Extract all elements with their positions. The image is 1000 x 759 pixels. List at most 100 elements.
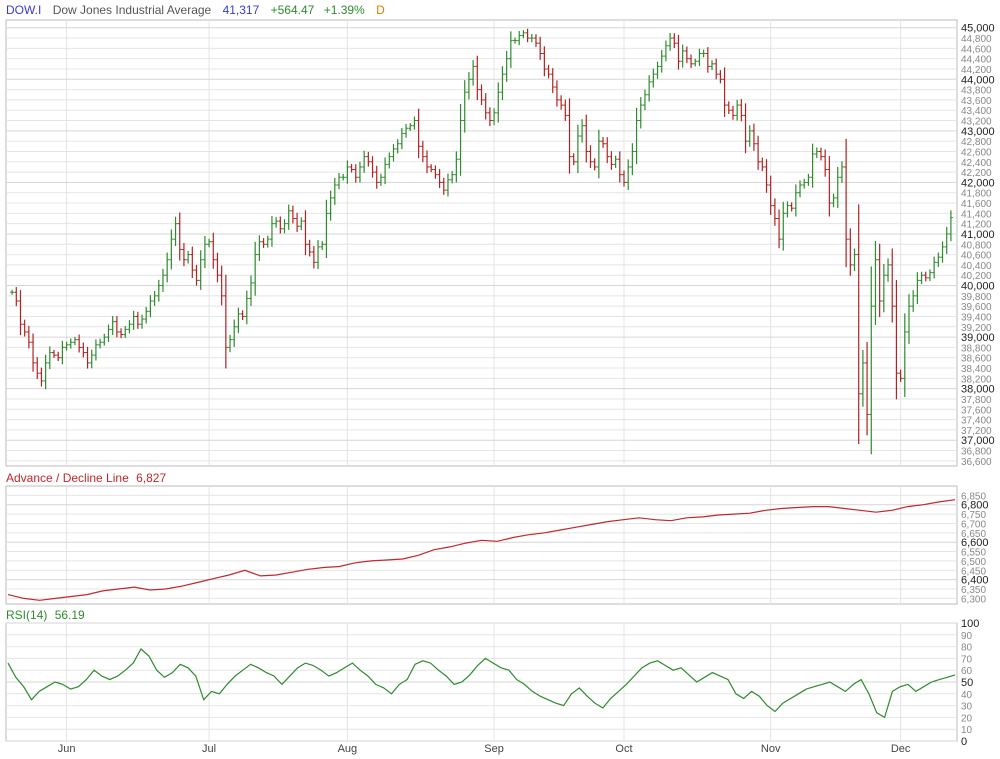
ohlc-bar <box>328 190 333 221</box>
ohlc-bar <box>898 369 903 382</box>
x-tick-label: Nov <box>761 743 781 755</box>
y-tick-label: 6,450 <box>961 566 986 577</box>
ohlc-bar <box>689 54 694 69</box>
ohlc-bar <box>886 258 891 282</box>
ohlc-bar <box>592 158 597 171</box>
ohlc-bar <box>22 319 27 337</box>
y-tick-label: 6,300 <box>961 594 986 605</box>
ohlc-bar <box>173 216 178 247</box>
ohlc-bar <box>621 170 626 187</box>
ohlc-bar <box>525 28 530 43</box>
svg-text:DOW.I Dow Jones Industrial: DOW.I Dow Jones Industrial Average 41,31… <box>6 3 385 17</box>
ohlc-bar <box>458 103 463 176</box>
ohlc-bar <box>881 263 886 313</box>
price-change-pct: +1.39% <box>324 3 365 17</box>
ohlc-bar <box>114 316 119 338</box>
ohlc-bar <box>839 161 844 183</box>
ohlc-bar <box>668 33 673 51</box>
ohlc-bar <box>89 349 94 369</box>
y-tick-label: 6,350 <box>961 585 986 596</box>
y-tick-label: 42,200 <box>961 168 992 179</box>
ohlc-bar <box>383 157 388 185</box>
ohlc-bar <box>890 248 895 323</box>
ohlc-bar <box>219 265 224 306</box>
ohlc-bar <box>445 173 450 197</box>
y-tick-label: 43,200 <box>961 117 992 128</box>
y-tick-label: 39,200 <box>961 323 992 334</box>
y-tick-label: 45,000 <box>961 23 995 35</box>
ohlc-bar <box>286 204 291 230</box>
rsi-last-value: 56.19 <box>55 608 85 622</box>
y-tick-label: 6,750 <box>961 510 986 521</box>
ohlc-bar <box>253 241 258 296</box>
rsi-title: RSI(14) <box>6 608 47 622</box>
ohlc-bar <box>102 333 107 346</box>
y-tick-label: 44,800 <box>961 34 992 45</box>
ohlc-bar <box>412 116 417 130</box>
y-tick-label: 38,800 <box>961 343 992 354</box>
ohlc-bar <box>902 313 907 397</box>
period-label[interactable]: D <box>376 3 385 17</box>
ohlc-bar <box>156 279 161 302</box>
ohlc-bar <box>865 341 870 436</box>
y-tick-label: 60 <box>961 666 973 677</box>
svg-text:RSI(14) 56.19: RSI(14) 56.19 <box>6 608 85 622</box>
ohlc-bar <box>123 325 128 338</box>
ohlc-bar <box>18 290 23 336</box>
ohlc-bar <box>680 44 685 68</box>
y-tick-label: 41,800 <box>961 189 992 200</box>
ohlc-bar <box>119 328 124 339</box>
ohlc-bar <box>140 314 145 329</box>
ohlc-bar <box>798 180 803 198</box>
ohlc-bar <box>345 160 350 184</box>
ohlc-bar <box>521 30 526 39</box>
ohlc-bar <box>936 252 941 267</box>
ohlc-bar <box>466 72 471 100</box>
ohlc-bar <box>844 138 849 268</box>
ad-line-title: Advance / Decline Line <box>6 471 129 485</box>
ohlc-bar <box>760 157 765 172</box>
y-tick-label: 38,600 <box>961 354 992 365</box>
ohlc-bar <box>98 338 103 349</box>
ohlc-bar <box>684 46 689 64</box>
ohlc-bar <box>362 150 367 173</box>
ohlc-bar <box>60 340 65 365</box>
ohlc-bar <box>923 271 928 282</box>
ohlc-bar <box>148 295 153 318</box>
ohlc-bar <box>793 184 798 217</box>
ohlc-bar <box>873 240 878 325</box>
ohlc-bar <box>940 241 945 263</box>
y-tick-label: 6,400 <box>961 575 989 587</box>
ohlc-bar <box>68 338 73 349</box>
ohlc-bar <box>823 149 828 177</box>
symbol-label[interactable]: DOW.I <box>6 3 41 17</box>
ohlc-bar <box>634 107 639 165</box>
ohlc-bar <box>911 290 916 312</box>
ohlc-bar <box>818 147 823 161</box>
y-tick-label: 6,550 <box>961 548 986 559</box>
ohlc-bar <box>366 151 371 167</box>
ohlc-bar <box>337 173 342 190</box>
ohlc-bar <box>391 144 396 162</box>
price-change: +564.47 <box>271 3 315 17</box>
ohlc-bar <box>831 193 836 208</box>
y-tick-label: 37,200 <box>961 426 992 437</box>
y-tick-label: 37,800 <box>961 395 992 406</box>
ohlc-bar <box>39 367 44 387</box>
ohlc-bar <box>433 165 438 179</box>
ohlc-bar <box>10 289 15 295</box>
ohlc-bar <box>475 55 480 101</box>
y-tick-label: 42,800 <box>961 137 992 148</box>
y-tick-label: 50 <box>961 677 973 689</box>
ohlc-bar <box>215 252 220 283</box>
ohlc-bar <box>588 145 593 169</box>
ohlc-bar <box>777 209 782 249</box>
ohlc-bar <box>332 177 337 205</box>
ohlc-bar <box>596 129 601 179</box>
y-tick-label: 42,400 <box>961 158 992 169</box>
panel-frame <box>5 485 958 605</box>
